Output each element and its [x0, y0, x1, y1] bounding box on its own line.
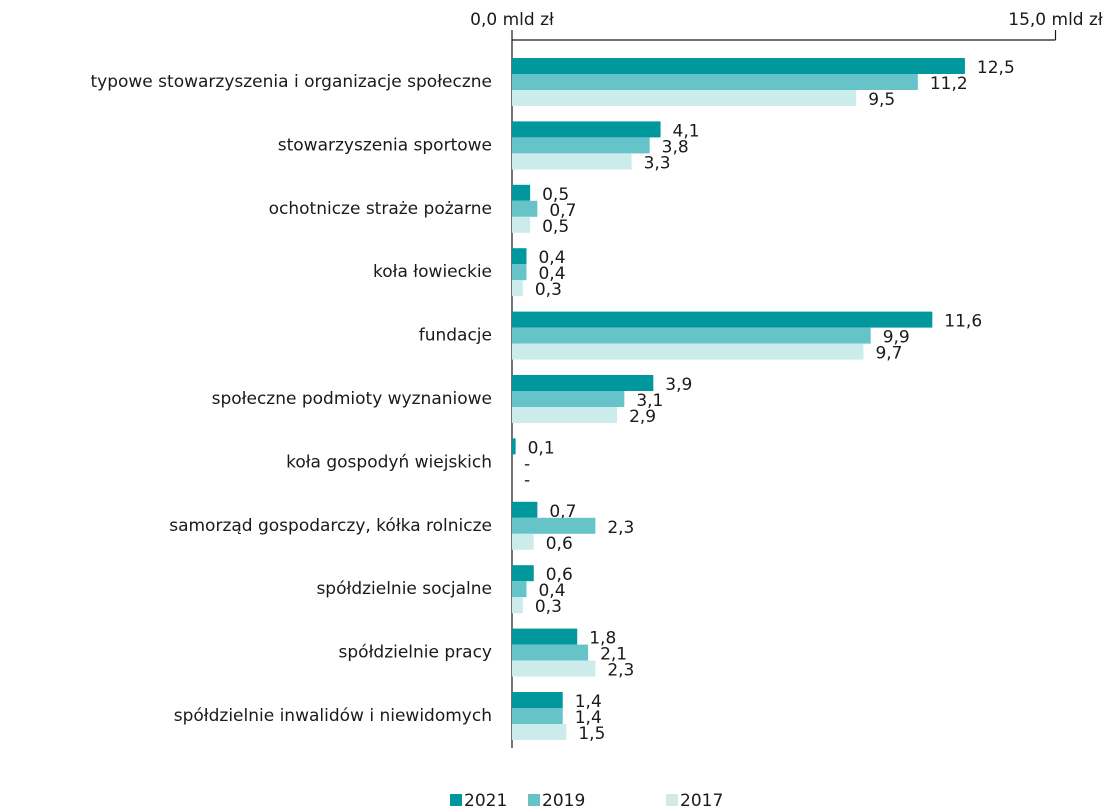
- bar: [512, 533, 534, 550]
- value-label: 9,7: [875, 344, 902, 364]
- bar: [512, 184, 531, 201]
- value-label: 0,4: [538, 581, 565, 601]
- value-label: 4,1: [673, 121, 700, 141]
- value-label: 1,4: [575, 692, 602, 712]
- bar: [512, 724, 567, 740]
- value-label: 3,1: [636, 391, 663, 411]
- category-label: stowarzyszenia sportowe: [278, 135, 492, 155]
- bar: [512, 264, 527, 281]
- value-label: 0,3: [535, 597, 562, 617]
- bar: [512, 708, 563, 724]
- category-label: koła łowieckie: [373, 262, 492, 282]
- value-label: 11,6: [944, 312, 982, 332]
- category-label: koła gospodyń wiejskich: [286, 452, 492, 472]
- value-label: 9,5: [868, 90, 895, 110]
- value-label: 0,4: [538, 264, 565, 284]
- category-label: społeczne podmioty wyznaniowe: [212, 389, 492, 409]
- category-label: samorząd gospodarczy, kółka rolnicze: [169, 516, 492, 536]
- category-label: ochotnicze straże pożarne: [269, 199, 492, 219]
- value-label: 0,3: [535, 280, 562, 300]
- bar: [512, 153, 632, 170]
- bar: [512, 644, 589, 661]
- bar: [512, 216, 531, 233]
- bar: [512, 581, 527, 598]
- bar: [512, 628, 578, 645]
- value-label: 9,9: [883, 328, 910, 348]
- legend-swatch: [450, 794, 462, 806]
- bar: [512, 58, 965, 74]
- bar: [512, 248, 527, 265]
- value-label: -: [524, 470, 530, 490]
- legend-label: 2021: [464, 791, 507, 811]
- value-label: 2,3: [607, 518, 634, 538]
- value-label: -: [524, 454, 530, 474]
- value-label: 12,5: [977, 58, 1015, 78]
- bar: [512, 343, 864, 360]
- value-label: 0,5: [542, 217, 569, 237]
- legend-swatch: [666, 794, 678, 806]
- value-label: 2,3: [607, 661, 634, 681]
- legend-label: 2019: [542, 791, 585, 811]
- bar: [512, 311, 933, 328]
- legend-swatch: [528, 794, 540, 806]
- value-label: 0,7: [549, 201, 576, 221]
- bar: [512, 391, 625, 407]
- value-label: 0,6: [546, 534, 573, 554]
- value-label: 0,4: [538, 248, 565, 268]
- bar: [512, 517, 596, 534]
- bar: [512, 501, 538, 518]
- value-label: 3,3: [644, 153, 671, 173]
- value-label: 2,1: [600, 645, 627, 665]
- bar: [512, 327, 871, 344]
- bar: [512, 74, 918, 90]
- category-label: spółdzielnie inwalidów i niewidomych: [174, 706, 492, 726]
- bar: [512, 565, 534, 582]
- value-label: 2,9: [629, 407, 656, 427]
- value-label: 1,8: [589, 629, 616, 649]
- value-label: 1,5: [578, 724, 605, 744]
- legend-label: 2017: [680, 791, 723, 811]
- x-tick-label: 15,0 mld zł: [1008, 10, 1103, 30]
- bar: [512, 660, 596, 677]
- bar: [512, 200, 538, 217]
- value-label: 3,8: [662, 137, 689, 157]
- bar: [512, 597, 523, 614]
- bar: [512, 407, 618, 423]
- value-label: 3,9: [665, 375, 692, 395]
- bar: [512, 90, 857, 106]
- bar: [512, 137, 650, 154]
- category-label: typowe stowarzyszenia i organizacje społ…: [90, 72, 492, 92]
- bar: [512, 280, 523, 297]
- bar: [512, 692, 563, 708]
- value-label: 11,2: [930, 74, 968, 94]
- category-label: spółdzielnie socjalne: [316, 579, 492, 599]
- bar: [512, 375, 654, 391]
- value-label: 0,7: [549, 502, 576, 522]
- value-label: 0,5: [542, 185, 569, 205]
- x-tick-label: 0,0 mld zł: [470, 10, 554, 30]
- bar: [512, 438, 516, 455]
- bar: [512, 121, 661, 138]
- value-label: 1,4: [575, 708, 602, 728]
- value-label: 0,1: [528, 438, 555, 458]
- category-label: spółdzielnie pracy: [339, 643, 492, 663]
- category-label: fundacje: [419, 326, 492, 346]
- value-label: 0,6: [546, 565, 573, 585]
